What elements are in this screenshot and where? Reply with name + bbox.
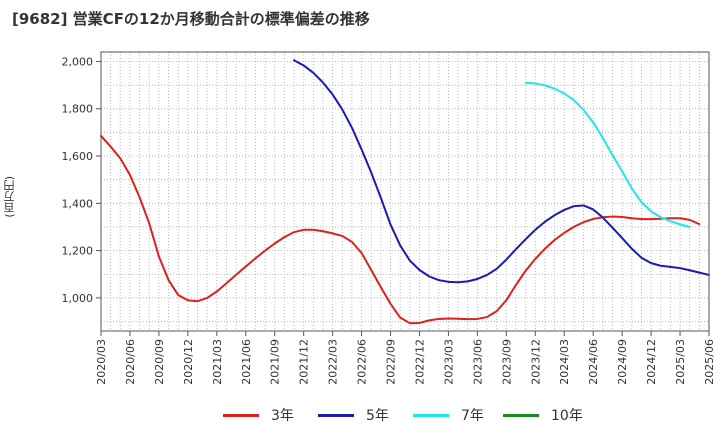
x-tick-label: 2021/12 (298, 339, 311, 385)
y-tick-label: 1,400 (62, 197, 94, 210)
line-chart: 1,000 1,200 1,400 1,600 1,800 2,000 2020/03 202… (62, 51, 716, 385)
y-tick-label: 1,200 (62, 245, 94, 258)
x-tick-label: 2022/09 (385, 339, 398, 385)
x-tick-label: 2022/03 (327, 339, 340, 385)
x-tick-label: 2024/06 (587, 339, 600, 385)
x-tick-label: 2020/09 (153, 339, 166, 385)
x-tick-label: 2020/12 (182, 339, 195, 385)
x-tick-label: 2021/03 (211, 339, 224, 385)
legend-label: 5年 (366, 408, 389, 424)
axis-layer: 1,000 1,200 1,400 1,600 1,800 2,000 2020/03 202… (62, 51, 716, 385)
x-tick-label: 2020/03 (95, 339, 108, 385)
series-line (100, 134, 701, 325)
x-tick-label: 2022/06 (356, 339, 369, 385)
y-tick-label: 2,000 (62, 55, 94, 68)
legend-label: 10年 (551, 408, 583, 424)
legend-swatch (223, 413, 259, 417)
x-tick-label: 2024/09 (616, 339, 629, 385)
x-tick-label: 2025/03 (674, 339, 687, 385)
y-tick-label: 1,600 (62, 150, 94, 163)
legend-item: 5年 (318, 404, 389, 426)
series-line (524, 81, 691, 228)
series-line (293, 59, 710, 284)
x-tick-label: 2023/03 (442, 339, 455, 385)
legend-label: 3年 (271, 408, 294, 424)
chart-title: [9682] 営業CFの12か月移動合計の標準偏差の推移 (12, 10, 370, 28)
grid-layer (100, 52, 710, 331)
x-tick-label: 2020/06 (124, 339, 137, 385)
plot-frame (100, 51, 710, 332)
x-tick-label: 2024/12 (645, 339, 658, 385)
legend: 3年 5年 7年 10年 (0, 404, 720, 426)
x-tick-label: 2025/06 (703, 339, 716, 385)
legend-swatch (318, 413, 354, 417)
series-layer (100, 59, 710, 325)
legend-label: 7年 (461, 408, 484, 424)
y-tick-label: 1,800 (62, 103, 94, 116)
x-tick-label: 2022/12 (413, 339, 426, 385)
x-tick-label: 2021/06 (240, 339, 253, 385)
legend-swatch (413, 413, 449, 417)
x-tick-label: 2023/06 (471, 339, 484, 385)
legend-item: 7年 (413, 404, 484, 426)
x-tick-label: 2023/12 (529, 339, 542, 385)
legend-item: 10年 (503, 404, 583, 426)
legend-item: 3年 (223, 404, 294, 426)
y-tick-label: 1,000 (62, 292, 94, 305)
x-tick-label: 2021/09 (269, 339, 282, 385)
x-tick-label: 2023/09 (500, 339, 513, 385)
x-tick-label: 2024/03 (558, 339, 571, 385)
legend-swatch (503, 413, 539, 417)
